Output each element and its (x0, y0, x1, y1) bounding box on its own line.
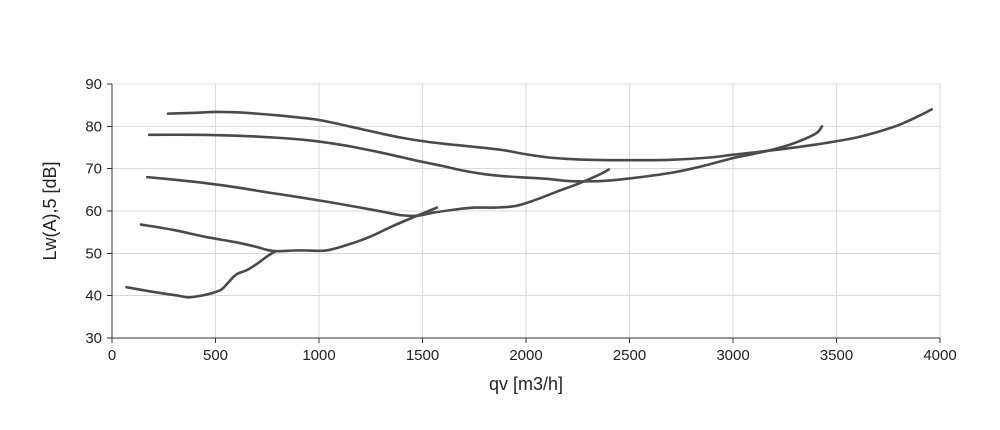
series-layer (125, 108, 934, 299)
y-tick-label: 40 (85, 288, 102, 305)
series-line-5 (125, 249, 277, 299)
x-tick-label: 2000 (509, 347, 542, 364)
labels-layer: qv [m3/h] Lw(A),5 [dB] (40, 161, 563, 394)
x-tick-label: 3000 (716, 347, 749, 364)
y-tick-label: 90 (85, 76, 102, 93)
x-tick-label: 3500 (820, 347, 853, 364)
y-axis-title: Lw(A),5 [dB] (40, 161, 60, 260)
y-tick-label: 30 (85, 330, 102, 347)
x-tick-label: 4000 (923, 347, 956, 364)
x-tick-label: 0 (108, 347, 116, 364)
series-line-1 (166, 108, 934, 162)
x-tick-label: 500 (203, 347, 228, 364)
grid-layer (112, 83, 941, 338)
y-tick-label: 50 (85, 245, 102, 262)
y-tick-label: 70 (85, 161, 102, 178)
y-tick-label: 60 (85, 203, 102, 220)
y-tick-label: 80 (85, 118, 102, 135)
series-line-3 (145, 168, 611, 218)
x-tick-label: 2500 (613, 347, 646, 364)
series-line-2 (147, 125, 824, 183)
axes-layer: 0 500 1000 1500 2000 2500 3000 3500 4000 30 40 50 60… (85, 76, 956, 364)
series-line-4 (139, 206, 439, 253)
x-tick-label: 1500 (406, 347, 439, 364)
x-tick-label: 1000 (302, 347, 335, 364)
x-axis-title: qv [m3/h] (489, 374, 563, 394)
